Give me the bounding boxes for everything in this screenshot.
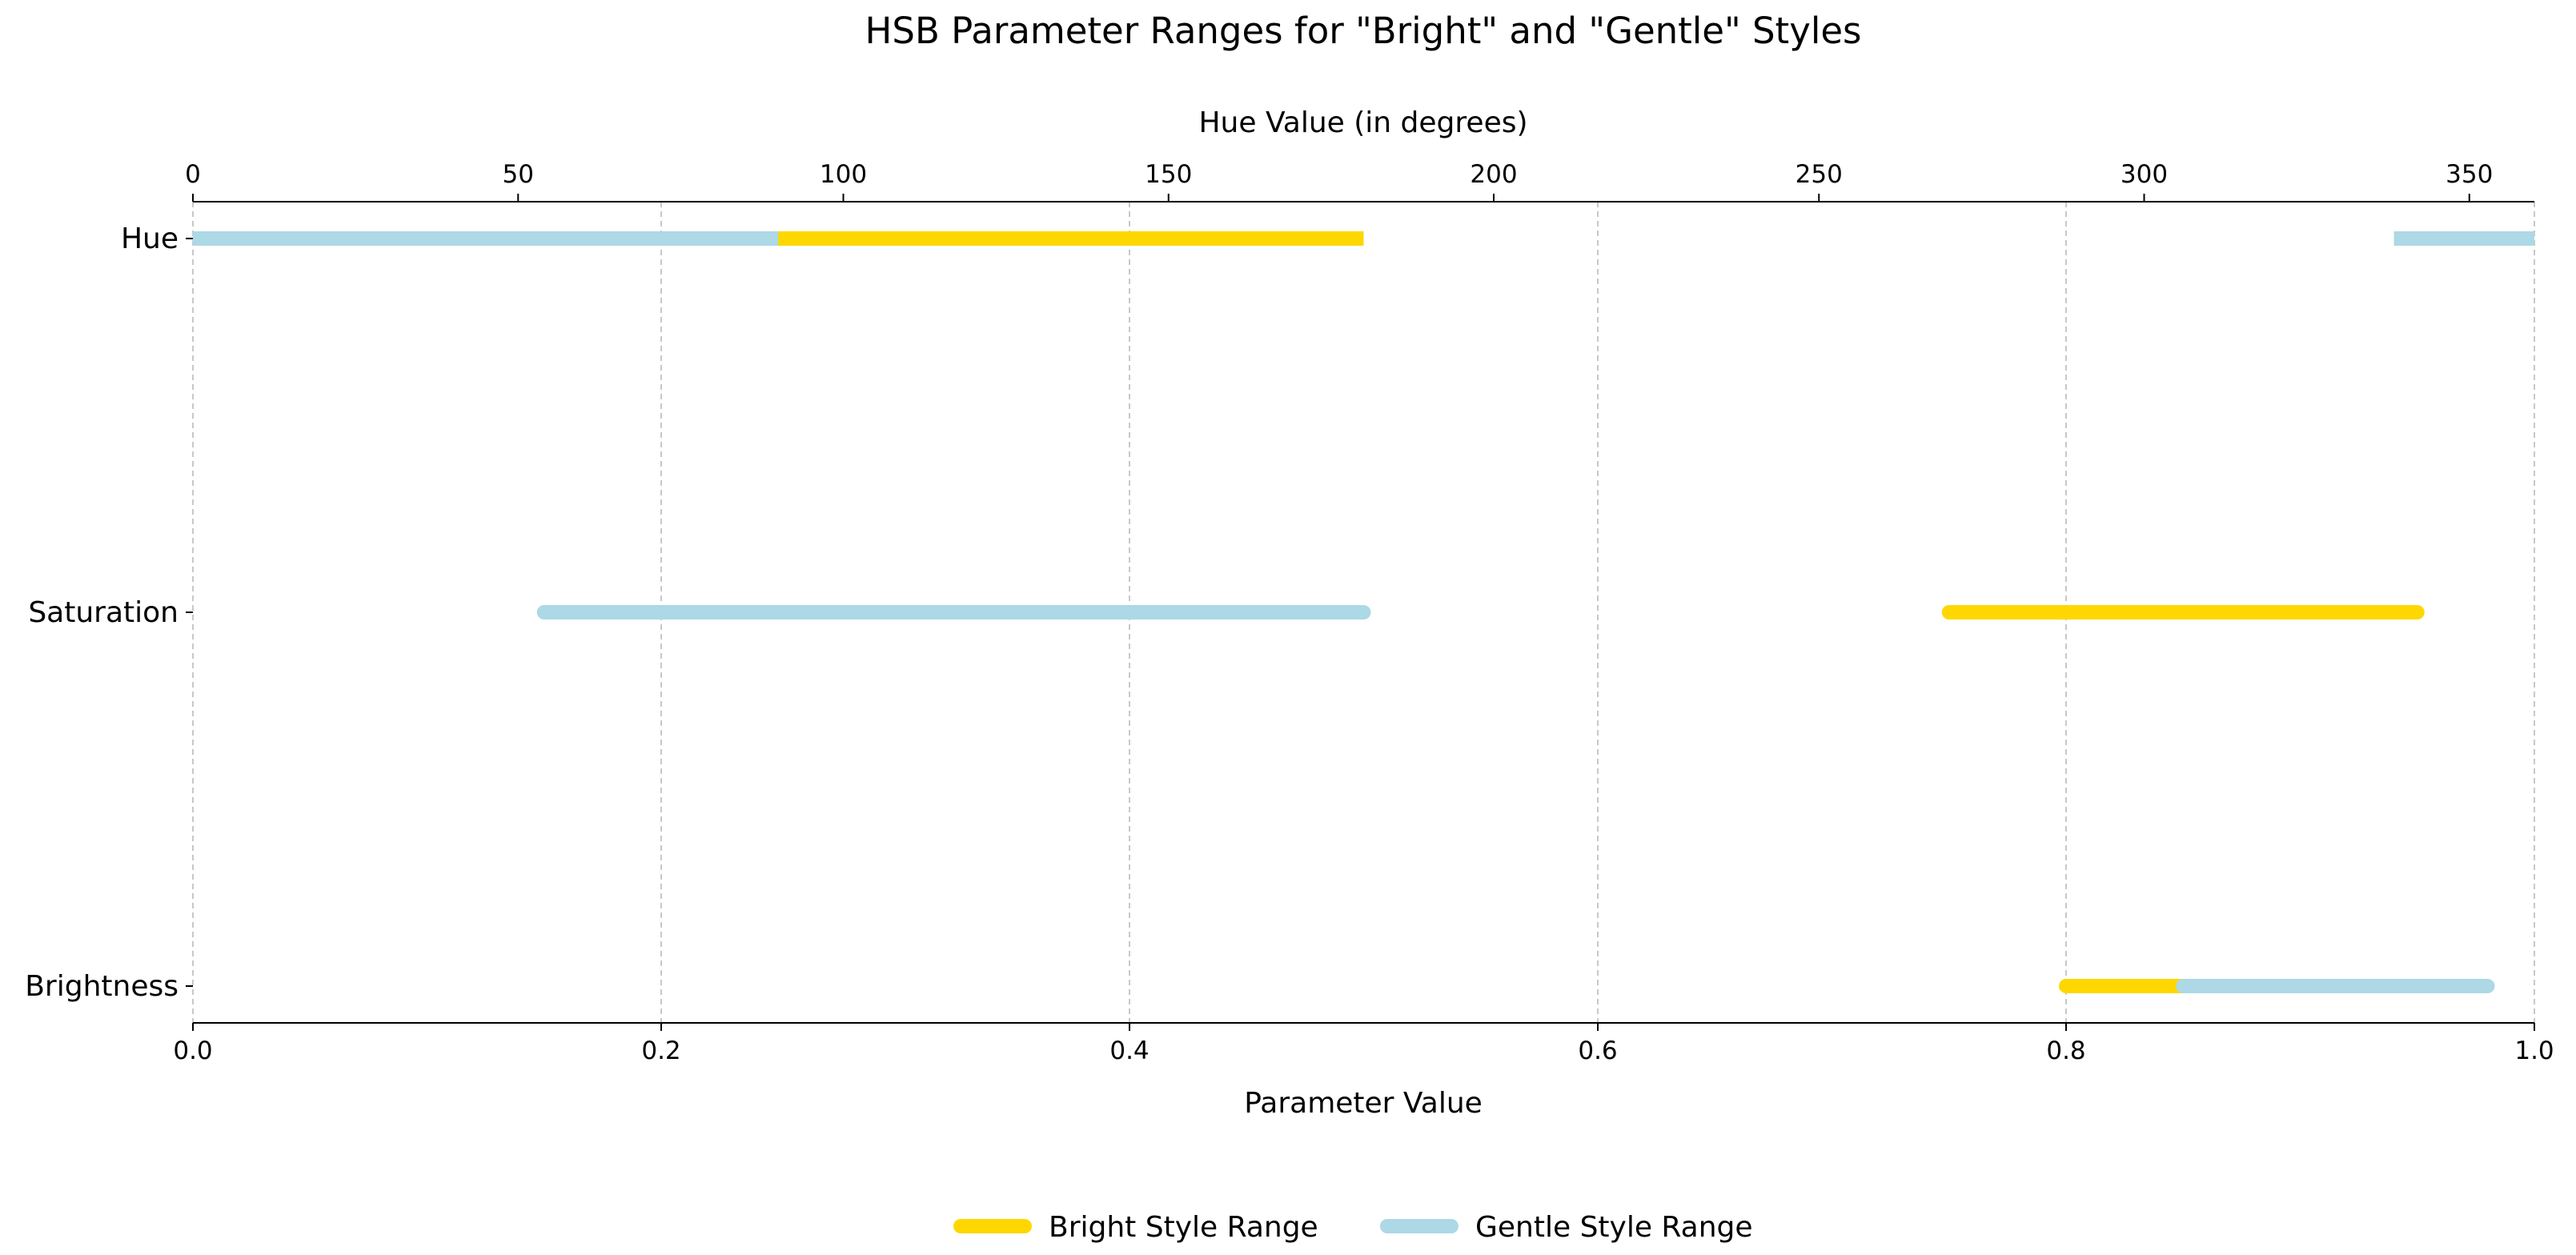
category-label: Hue	[121, 223, 179, 255]
bottom-tick-label: 0.8	[2046, 1036, 2085, 1065]
top-tick-label: 350	[2446, 160, 2493, 189]
top-tick-label: 200	[1470, 160, 1517, 189]
top-tick-label: 0	[185, 160, 201, 189]
top-tick-label: 250	[1796, 160, 1843, 189]
top-tick-label: 50	[503, 160, 534, 189]
legend-label-bright: Bright Style Range	[1049, 1211, 1318, 1244]
vertical-gridlines	[192, 202, 2535, 1023]
range-bars	[193, 231, 2534, 993]
chart-title: HSB Parameter Ranges for "Bright" and "G…	[865, 10, 1862, 52]
legend-label-gentle: Gentle Style Range	[1475, 1211, 1753, 1244]
bottom-tick-label: 0.4	[1109, 1036, 1149, 1065]
top-tick-label: 150	[1145, 160, 1192, 189]
bottom-tick-label: 0.6	[1578, 1036, 1617, 1065]
top-axis-label: Hue Value (in degrees)	[1198, 106, 1527, 139]
bottom-tick-label: 0.0	[173, 1036, 212, 1065]
bottom-tick-label: 0.2	[641, 1036, 680, 1065]
axes: 0.0 0.2 0.4 0.6 0.8 1.0 0 50 100 150 200 250 300 350 H…	[25, 160, 2554, 1065]
bottom-axis-label: Parameter Value	[1244, 1087, 1483, 1120]
category-label: Saturation	[28, 596, 179, 629]
top-tick-label: 100	[820, 160, 867, 189]
bottom-tick-label: 1.0	[2514, 1036, 2554, 1065]
category-label: Brightness	[25, 970, 179, 1003]
top-tick-label: 300	[2121, 160, 2168, 189]
legend: Bright Style Range Gentle Style Range	[953, 1211, 1753, 1244]
